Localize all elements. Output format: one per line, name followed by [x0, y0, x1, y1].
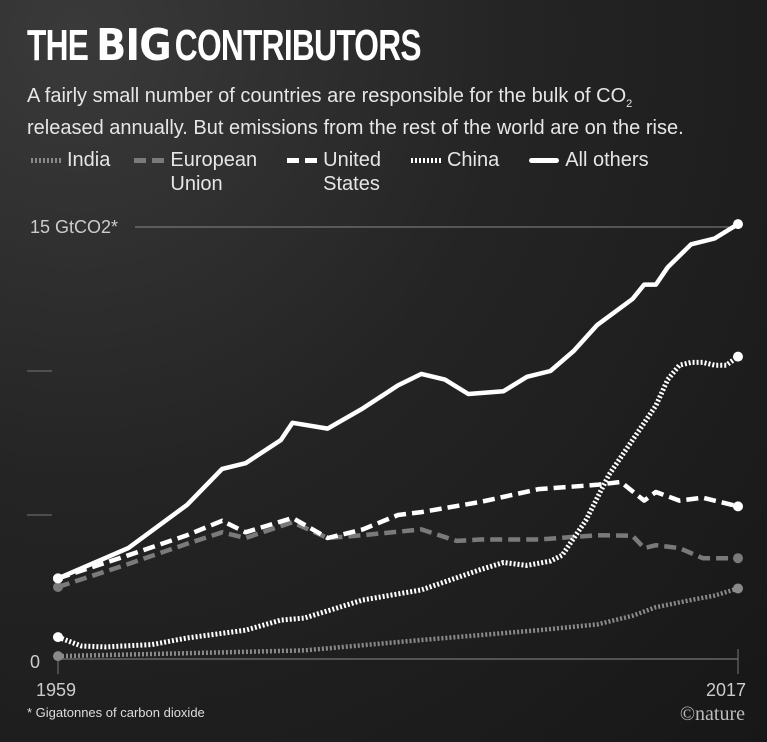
legend-swatch-india [31, 158, 61, 163]
series-line-united-states [57, 479, 739, 581]
legend-label-india: India [67, 148, 110, 172]
series-line-india [57, 586, 739, 659]
title-contributors: CONTRIBUTORS [174, 21, 422, 70]
x-tick-label-1959: 1959 [36, 680, 76, 700]
legend: India European Union United States China All o… [27, 148, 649, 196]
end-point-india [733, 583, 743, 594]
title-big: BIG [96, 20, 172, 71]
end-point-european-union [733, 553, 743, 564]
start-point-all-others [53, 573, 63, 584]
legend-label-line: United [323, 149, 381, 171]
legend-swatch-all-others [529, 158, 560, 163]
subtitle-line1: A fairly small number of countries are r… [27, 85, 627, 107]
end-point-china [733, 351, 743, 362]
legend-item-european-union: European Union [130, 148, 257, 196]
legend-label-line: States [323, 173, 380, 195]
x-tick-label-2017: 2017 [706, 680, 746, 700]
legend-label-line: China [446, 149, 500, 171]
legend-item-all-others: All others [525, 148, 649, 196]
start-point-china [53, 632, 63, 643]
legend-label-line: India [67, 149, 111, 171]
legend-label-line: All others [565, 149, 649, 171]
legend-label-line: Union [170, 173, 223, 195]
y-axis-top-label: 15 GtCO2* [30, 217, 118, 237]
legend-swatch-european-union [134, 158, 165, 163]
legend-label-united-states: United States [323, 148, 381, 196]
legend-item-china: China [407, 148, 499, 196]
y-axis-zero-label: 0 [30, 652, 40, 672]
series-line-china [57, 354, 740, 650]
title-the: THE [27, 21, 89, 70]
series-line-european-union [57, 519, 738, 590]
chart-title: THE BIGCONTRIBUTORS [27, 22, 421, 70]
legend-item-india: India [27, 148, 110, 196]
legend-swatch-china [410, 158, 441, 163]
end-point-united-states [733, 501, 743, 512]
series-line-all-others [57, 222, 740, 581]
end-point-all-others [733, 219, 743, 230]
start-point-european-union [53, 582, 63, 592]
nature-logo: ©nature [679, 703, 745, 725]
footnote: * Gigatonnes of carbon dioxide [27, 705, 205, 720]
legend-label-china: China [447, 148, 499, 172]
legend-label-all-others: All others [565, 148, 648, 172]
subtitle: A fairly small number of countries are r… [27, 84, 757, 140]
legend-label-line: European [170, 149, 258, 171]
subtitle-subscript: 2 [626, 98, 633, 110]
legend-label-european-union: European Union [170, 148, 257, 196]
start-point-india [53, 651, 63, 662]
legend-swatch-united-states [287, 158, 318, 163]
legend-item-united-states: United States [283, 148, 381, 196]
subtitle-line2: released annually. But emissions from th… [27, 117, 684, 139]
